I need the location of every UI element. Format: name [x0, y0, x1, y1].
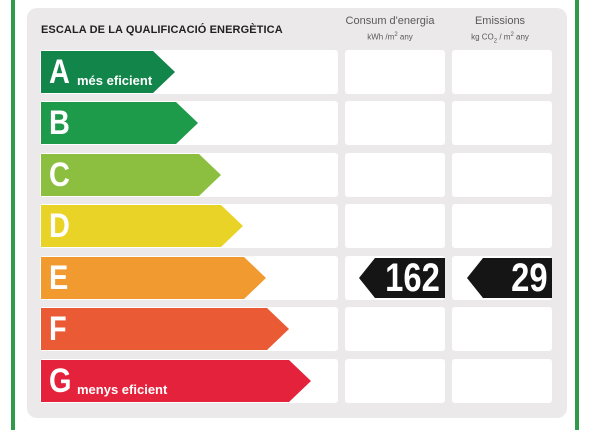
emissions-value: 29	[510, 256, 548, 300]
energy-cell-a	[345, 50, 445, 94]
rating-desc-g: menys eficient	[77, 382, 168, 397]
energy-value: 162	[385, 256, 441, 300]
energy-column-header: Consum d'energia kWh /m2 any	[344, 15, 436, 45]
energy-cell-f	[345, 307, 445, 351]
emissions-column-label: Emissions	[474, 15, 526, 27]
emissions-column-header: Emissions kg CO2 / m2 any	[454, 15, 546, 48]
energy-column-unit: kWh /m2 any	[367, 32, 413, 42]
emissions-cell-f	[452, 307, 552, 351]
scale-title: ESCALA DE LA QUALIFICACIÓ ENERGÈTICA	[41, 24, 283, 36]
rating-arrow-d: D	[41, 205, 243, 247]
rating-arrow-b: B	[41, 102, 198, 144]
energy-column-label: Consum d'energia	[345, 15, 435, 27]
rating-letter-e: E	[49, 259, 69, 297]
rating-letter-c: C	[49, 156, 70, 194]
green-border-frame	[11, 0, 579, 430]
rating-letter-d: D	[49, 207, 70, 245]
rating-arrow-g: G menys eficient	[41, 360, 311, 402]
energy-cell-c	[345, 153, 445, 197]
rating-arrow-e: E	[41, 257, 266, 299]
energy-cell-g	[345, 359, 445, 403]
rating-arrow-f: F	[41, 308, 289, 350]
rating-letter-g: G	[49, 362, 72, 400]
energy-value-tag: 162	[359, 258, 445, 298]
rating-letter-a: A	[49, 53, 70, 91]
rating-arrow-a: A més eficient	[41, 51, 175, 93]
energy-cell-b	[345, 101, 445, 145]
emissions-cell-b	[452, 101, 552, 145]
emissions-cell-c	[452, 153, 552, 197]
rating-letter-b: B	[49, 104, 70, 142]
emissions-cell-d	[452, 204, 552, 248]
emissions-cell-g	[452, 359, 552, 403]
rating-arrow-c: C	[41, 154, 221, 196]
emissions-column-unit: kg CO2 / m2 any	[471, 32, 529, 45]
rating-letter-f: F	[49, 310, 67, 348]
emissions-value-tag: 29	[467, 258, 552, 298]
energy-cell-d	[345, 204, 445, 248]
rating-desc-a: més eficient	[77, 73, 153, 88]
emissions-cell-a	[452, 50, 552, 94]
